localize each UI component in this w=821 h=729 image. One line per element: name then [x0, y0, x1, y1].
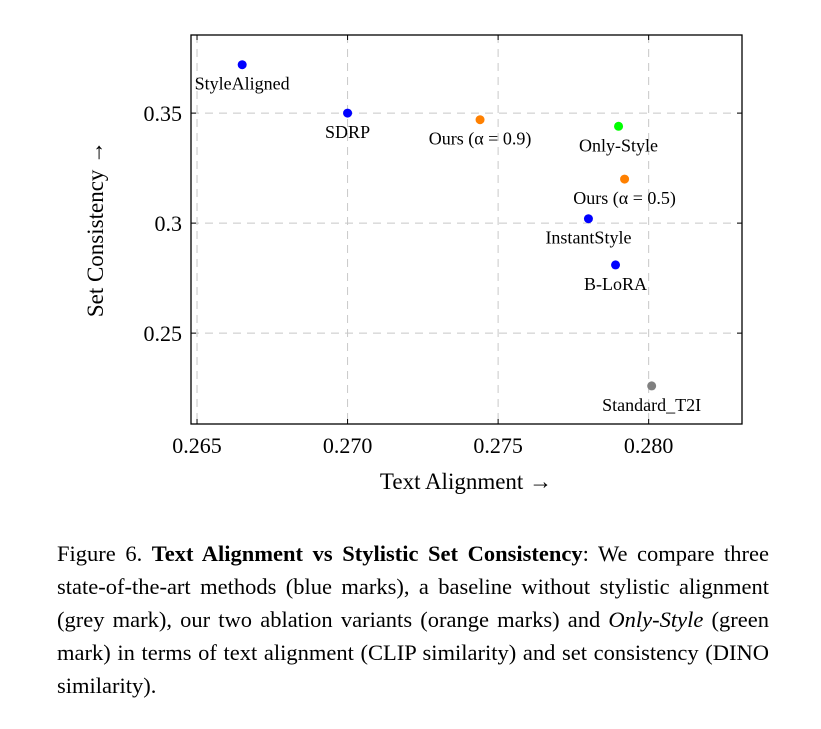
caption-text-2: (green mark) in terms of text alignment …	[57, 607, 769, 698]
axis-ticks: 0.265 0.270 0.275 0.280 0.25 0.3 0.35	[144, 35, 742, 458]
caption-emphasis: Only-Style	[608, 607, 704, 632]
y-axis-label: Set Consistency →	[83, 141, 108, 317]
data-point	[237, 60, 247, 70]
data-point	[620, 174, 630, 184]
caption-title: Text Alignment vs Stylistic Set Consiste…	[151, 541, 583, 566]
data-point-label: StyleAligned	[195, 74, 290, 94]
y-tick-label: 0.35	[144, 101, 183, 126]
plot-frame	[190, 34, 743, 425]
data-point-label: Only-Style	[579, 135, 658, 155]
data-point	[583, 214, 593, 224]
data-points: StyleAligned SDRP Ours (α = 0.9) Only-Style…	[195, 60, 701, 415]
caption-figure-number: Figure 6.	[57, 541, 143, 566]
data-point-label: SDRP	[325, 122, 370, 142]
x-axis-label: Text Alignment →	[380, 469, 552, 494]
data-point	[343, 108, 353, 118]
data-point-label: Standard_T2I	[602, 395, 701, 415]
caption-text-1: : We compare three state-of-the-art meth…	[57, 541, 770, 632]
y-tick-label: 0.3	[155, 211, 183, 236]
data-point-label: Ours (α = 0.5)	[573, 188, 676, 209]
data-point	[614, 121, 624, 131]
x-tick-label: 0.280	[624, 433, 674, 458]
figure-caption: Figure 6. Text Alignment vs Stylistic Se…	[57, 537, 769, 702]
data-point-label: Ours (α = 0.9)	[429, 129, 532, 150]
data-point	[611, 260, 621, 270]
data-point	[647, 381, 657, 391]
x-tick-label: 0.265	[172, 433, 222, 458]
grid-lines	[191, 35, 742, 424]
y-tick-label: 0.25	[144, 321, 183, 346]
data-point-label: B-LoRA	[584, 274, 647, 294]
x-tick-label: 0.270	[323, 433, 373, 458]
data-point-label: InstantStyle	[545, 228, 631, 248]
data-point	[475, 115, 485, 125]
scatter-chart: 0.265 0.270 0.275 0.280 0.25 0.3 0.35 StyleAli…	[83, 34, 743, 494]
x-tick-label: 0.275	[473, 433, 523, 458]
